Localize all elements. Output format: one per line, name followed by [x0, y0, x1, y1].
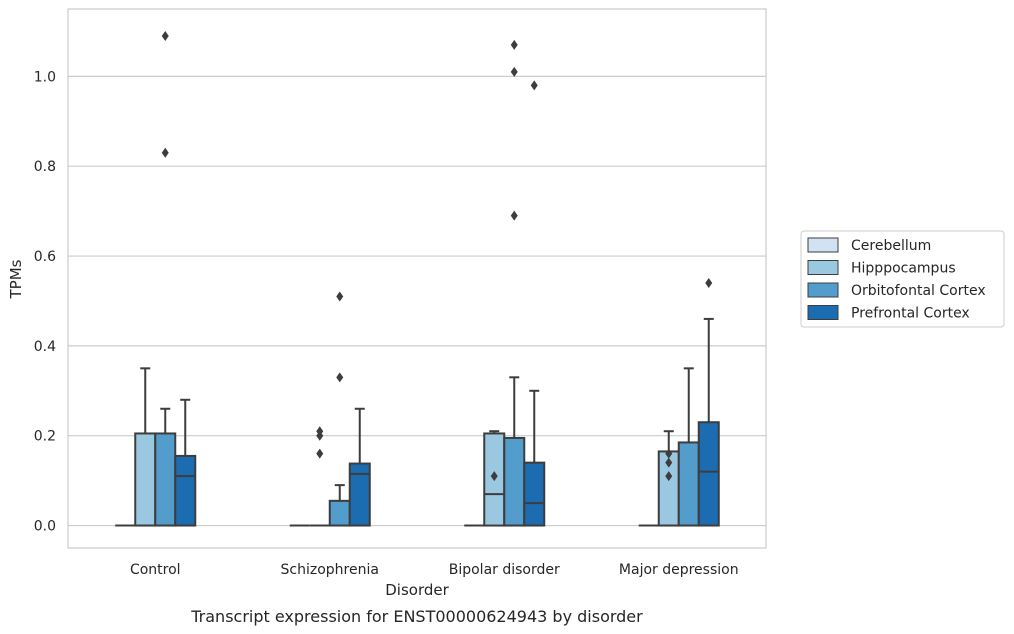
- box-group: [697, 277, 720, 527]
- box-group: [348, 407, 371, 527]
- outlier-point: [705, 277, 713, 288]
- box: [174, 454, 197, 527]
- legend-swatch: [807, 282, 839, 298]
- x-axis-ticks: Control Schizophrenia Bipolar disorder Majo…: [130, 562, 739, 578]
- legend-label: Cerebellum: [851, 238, 931, 254]
- box: [503, 436, 526, 527]
- box: [328, 499, 351, 527]
- outlier-point: [336, 291, 344, 302]
- legend-swatch: [807, 305, 839, 320]
- legend-label: Prefrontal Cortex: [851, 306, 970, 322]
- outlier-point: [490, 471, 498, 482]
- y-tick-label: 0.2: [34, 429, 56, 445]
- y-tick-label: 1.0: [34, 69, 56, 85]
- box-group: [328, 291, 351, 527]
- legend-label: Hipppocampus: [851, 261, 956, 277]
- box: [697, 421, 720, 527]
- outlier-point: [336, 372, 344, 383]
- outlier-point: [665, 457, 673, 468]
- y-tick-label: 0.8: [34, 159, 56, 175]
- y-axis-label: TPMs: [7, 259, 25, 299]
- y-tick-label: 0.0: [34, 519, 56, 535]
- x-axis-label: Disorder: [385, 581, 449, 599]
- box: [134, 432, 157, 527]
- box-group: [174, 398, 197, 527]
- outlier-point: [510, 39, 518, 50]
- boxes: [115, 30, 720, 527]
- y-axis-ticks: 0.0 0.2 0.4 0.6 0.8 1.0: [34, 69, 56, 534]
- outlier-point: [161, 30, 169, 41]
- outlier-point: [316, 426, 324, 437]
- x-tick-label: Major depression: [619, 562, 739, 578]
- y-tick-label: 0.6: [34, 249, 56, 265]
- outlier-point: [665, 448, 673, 459]
- outlier-point: [316, 448, 324, 459]
- box: [348, 462, 371, 527]
- legend-swatch: [807, 260, 839, 275]
- box-group: [523, 80, 546, 527]
- outlier-point: [510, 210, 518, 221]
- x-tick-label: Schizophrenia: [281, 562, 379, 578]
- x-tick-label: Bipolar disorder: [449, 562, 560, 578]
- box-group: [134, 367, 157, 527]
- outlier-point: [161, 147, 169, 158]
- box-group: [483, 430, 506, 527]
- outlier-point: [510, 66, 518, 77]
- legend: Cerebellum Hipppocampus Orbitofontal Corte…: [800, 230, 1005, 328]
- box: [523, 461, 546, 527]
- legend-label: Orbitofontal Cortex: [851, 283, 986, 299]
- box: [154, 432, 177, 527]
- x-tick-label: Control: [130, 562, 181, 578]
- figure-caption: Transcript expression for ENST0000062494…: [190, 607, 643, 626]
- box-group: [309, 426, 330, 527]
- legend-swatch: [807, 237, 839, 253]
- box-group: [503, 39, 526, 527]
- legend-frame: [800, 230, 1005, 328]
- outlier-point: [530, 80, 538, 91]
- y-tick-label: 0.4: [34, 339, 56, 355]
- box: [677, 441, 700, 527]
- outlier-point: [665, 471, 673, 482]
- box-group: [657, 430, 680, 527]
